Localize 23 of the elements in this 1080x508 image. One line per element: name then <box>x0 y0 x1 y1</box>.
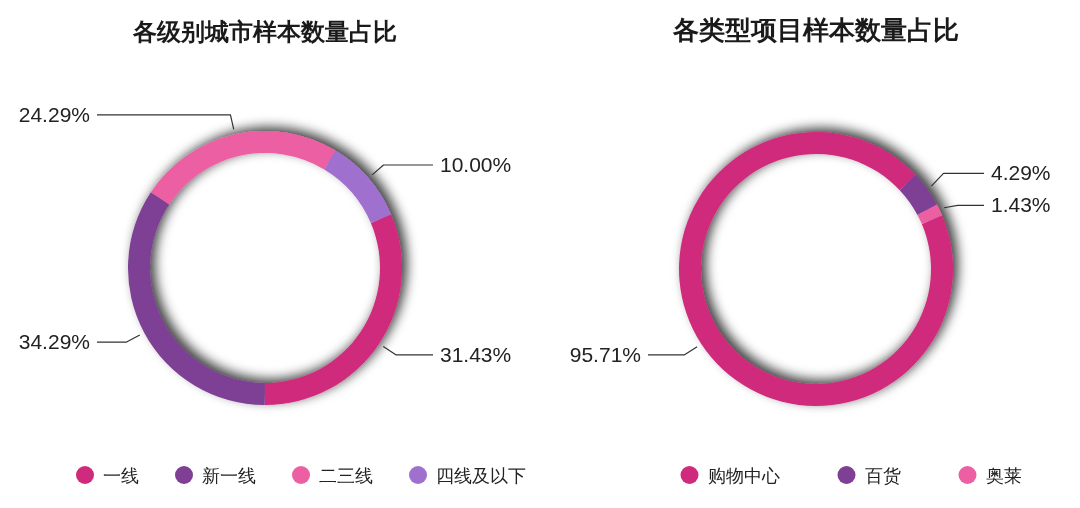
data-label: 24.29% <box>18 102 90 126</box>
donut-slice <box>264 214 402 405</box>
data-label: 10.00% <box>440 153 512 176</box>
donut-slice <box>324 150 392 224</box>
donut-slice <box>150 131 336 205</box>
data-label: 34.29% <box>18 330 90 354</box>
legend-label: 一线 <box>103 465 139 486</box>
data-label: 31.43% <box>440 342 512 366</box>
legend-label: 新一线 <box>202 465 256 486</box>
donut-slice <box>679 132 953 406</box>
legend-label: 百货 <box>864 465 901 486</box>
legend-label: 二三线 <box>319 465 373 486</box>
data-label: 95.71% <box>569 342 641 366</box>
chart-title: 各类型项目样本数量占比 <box>672 15 959 45</box>
legend-label: 奥莱 <box>985 465 1022 486</box>
donut-slice <box>128 192 265 405</box>
legend-label: 四线及以下 <box>436 465 526 486</box>
data-label: 1.43% <box>991 193 1051 217</box>
donut-slice <box>899 175 937 215</box>
chart-title: 各级别城市样本数量占比 <box>132 19 397 45</box>
donut-slice <box>917 204 943 225</box>
data-label: 4.29% <box>991 161 1051 185</box>
legend-label: 购物中心 <box>707 465 780 486</box>
